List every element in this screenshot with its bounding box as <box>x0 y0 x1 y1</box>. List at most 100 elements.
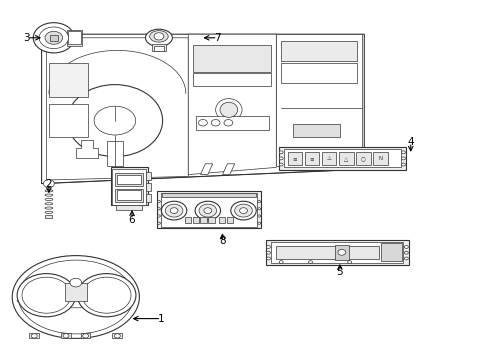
Bar <box>281 63 356 83</box>
Bar <box>61 333 71 338</box>
Bar <box>45 215 52 218</box>
Polygon shape <box>200 164 212 175</box>
Circle shape <box>266 251 270 254</box>
Bar <box>184 217 191 223</box>
Circle shape <box>234 204 252 217</box>
Circle shape <box>161 201 186 220</box>
Circle shape <box>39 27 68 49</box>
Bar <box>192 217 199 223</box>
Bar <box>112 333 122 338</box>
Bar <box>281 41 356 61</box>
Polygon shape <box>278 147 405 170</box>
Polygon shape <box>222 164 234 175</box>
Circle shape <box>404 257 407 260</box>
Bar <box>372 152 387 165</box>
Circle shape <box>33 23 74 53</box>
Polygon shape <box>41 34 364 184</box>
Text: △: △ <box>344 156 347 161</box>
Circle shape <box>266 257 270 260</box>
Circle shape <box>401 157 405 160</box>
Circle shape <box>308 261 312 264</box>
Bar <box>49 104 88 137</box>
Bar <box>49 63 88 97</box>
Bar <box>117 175 141 184</box>
Ellipse shape <box>145 29 172 46</box>
Circle shape <box>157 208 160 210</box>
Bar <box>304 152 319 165</box>
Circle shape <box>404 246 407 248</box>
Circle shape <box>230 201 256 220</box>
Bar <box>276 246 378 259</box>
Text: 6: 6 <box>128 215 135 225</box>
Bar <box>193 73 271 86</box>
Bar <box>67 30 82 46</box>
Circle shape <box>279 261 283 264</box>
Bar <box>195 116 268 130</box>
Circle shape <box>401 163 405 166</box>
Text: N: N <box>378 156 382 161</box>
Text: ≡: ≡ <box>309 156 314 161</box>
Bar <box>293 124 339 137</box>
Bar <box>193 45 271 72</box>
Circle shape <box>211 120 220 126</box>
Bar <box>226 217 233 223</box>
Bar <box>81 333 90 338</box>
Circle shape <box>43 180 54 188</box>
Bar <box>162 193 255 197</box>
Polygon shape <box>110 167 147 205</box>
Circle shape <box>63 334 69 338</box>
Text: 3: 3 <box>23 33 30 43</box>
Bar <box>145 183 150 191</box>
Ellipse shape <box>220 102 237 117</box>
Bar <box>145 172 150 180</box>
Polygon shape <box>188 34 276 175</box>
Circle shape <box>198 120 207 126</box>
Circle shape <box>70 278 81 287</box>
Circle shape <box>170 208 178 213</box>
Circle shape <box>279 157 283 160</box>
Text: ≡: ≡ <box>292 156 297 161</box>
Circle shape <box>257 222 260 224</box>
Bar <box>154 46 163 51</box>
Circle shape <box>114 334 120 338</box>
Polygon shape <box>265 240 408 265</box>
Bar <box>271 242 403 263</box>
Bar <box>50 35 58 41</box>
Bar <box>208 217 214 223</box>
Circle shape <box>266 246 270 248</box>
Polygon shape <box>46 38 188 180</box>
Circle shape <box>337 249 345 255</box>
Bar <box>106 141 123 166</box>
Circle shape <box>347 261 351 264</box>
Circle shape <box>45 31 62 44</box>
Bar <box>112 169 145 205</box>
Bar <box>115 173 142 186</box>
Circle shape <box>203 208 211 213</box>
Circle shape <box>31 334 37 338</box>
Bar <box>287 152 302 165</box>
Polygon shape <box>276 34 361 166</box>
Bar <box>116 205 142 210</box>
Bar <box>219 217 225 223</box>
Circle shape <box>157 222 160 224</box>
Circle shape <box>224 120 232 126</box>
Text: 7: 7 <box>214 33 221 43</box>
Bar <box>115 189 142 202</box>
Bar <box>65 283 86 301</box>
Bar <box>117 190 141 200</box>
Bar <box>200 217 206 223</box>
Circle shape <box>257 208 260 210</box>
Circle shape <box>257 215 260 217</box>
Circle shape <box>165 204 183 217</box>
Circle shape <box>199 204 216 217</box>
Circle shape <box>157 215 160 217</box>
Circle shape <box>82 334 88 338</box>
Circle shape <box>82 277 131 313</box>
Ellipse shape <box>12 256 139 338</box>
Text: 5: 5 <box>336 267 343 277</box>
Polygon shape <box>157 191 260 228</box>
Circle shape <box>257 201 260 203</box>
Ellipse shape <box>67 85 162 157</box>
Circle shape <box>17 274 76 317</box>
Text: ⚠: ⚠ <box>326 156 331 161</box>
